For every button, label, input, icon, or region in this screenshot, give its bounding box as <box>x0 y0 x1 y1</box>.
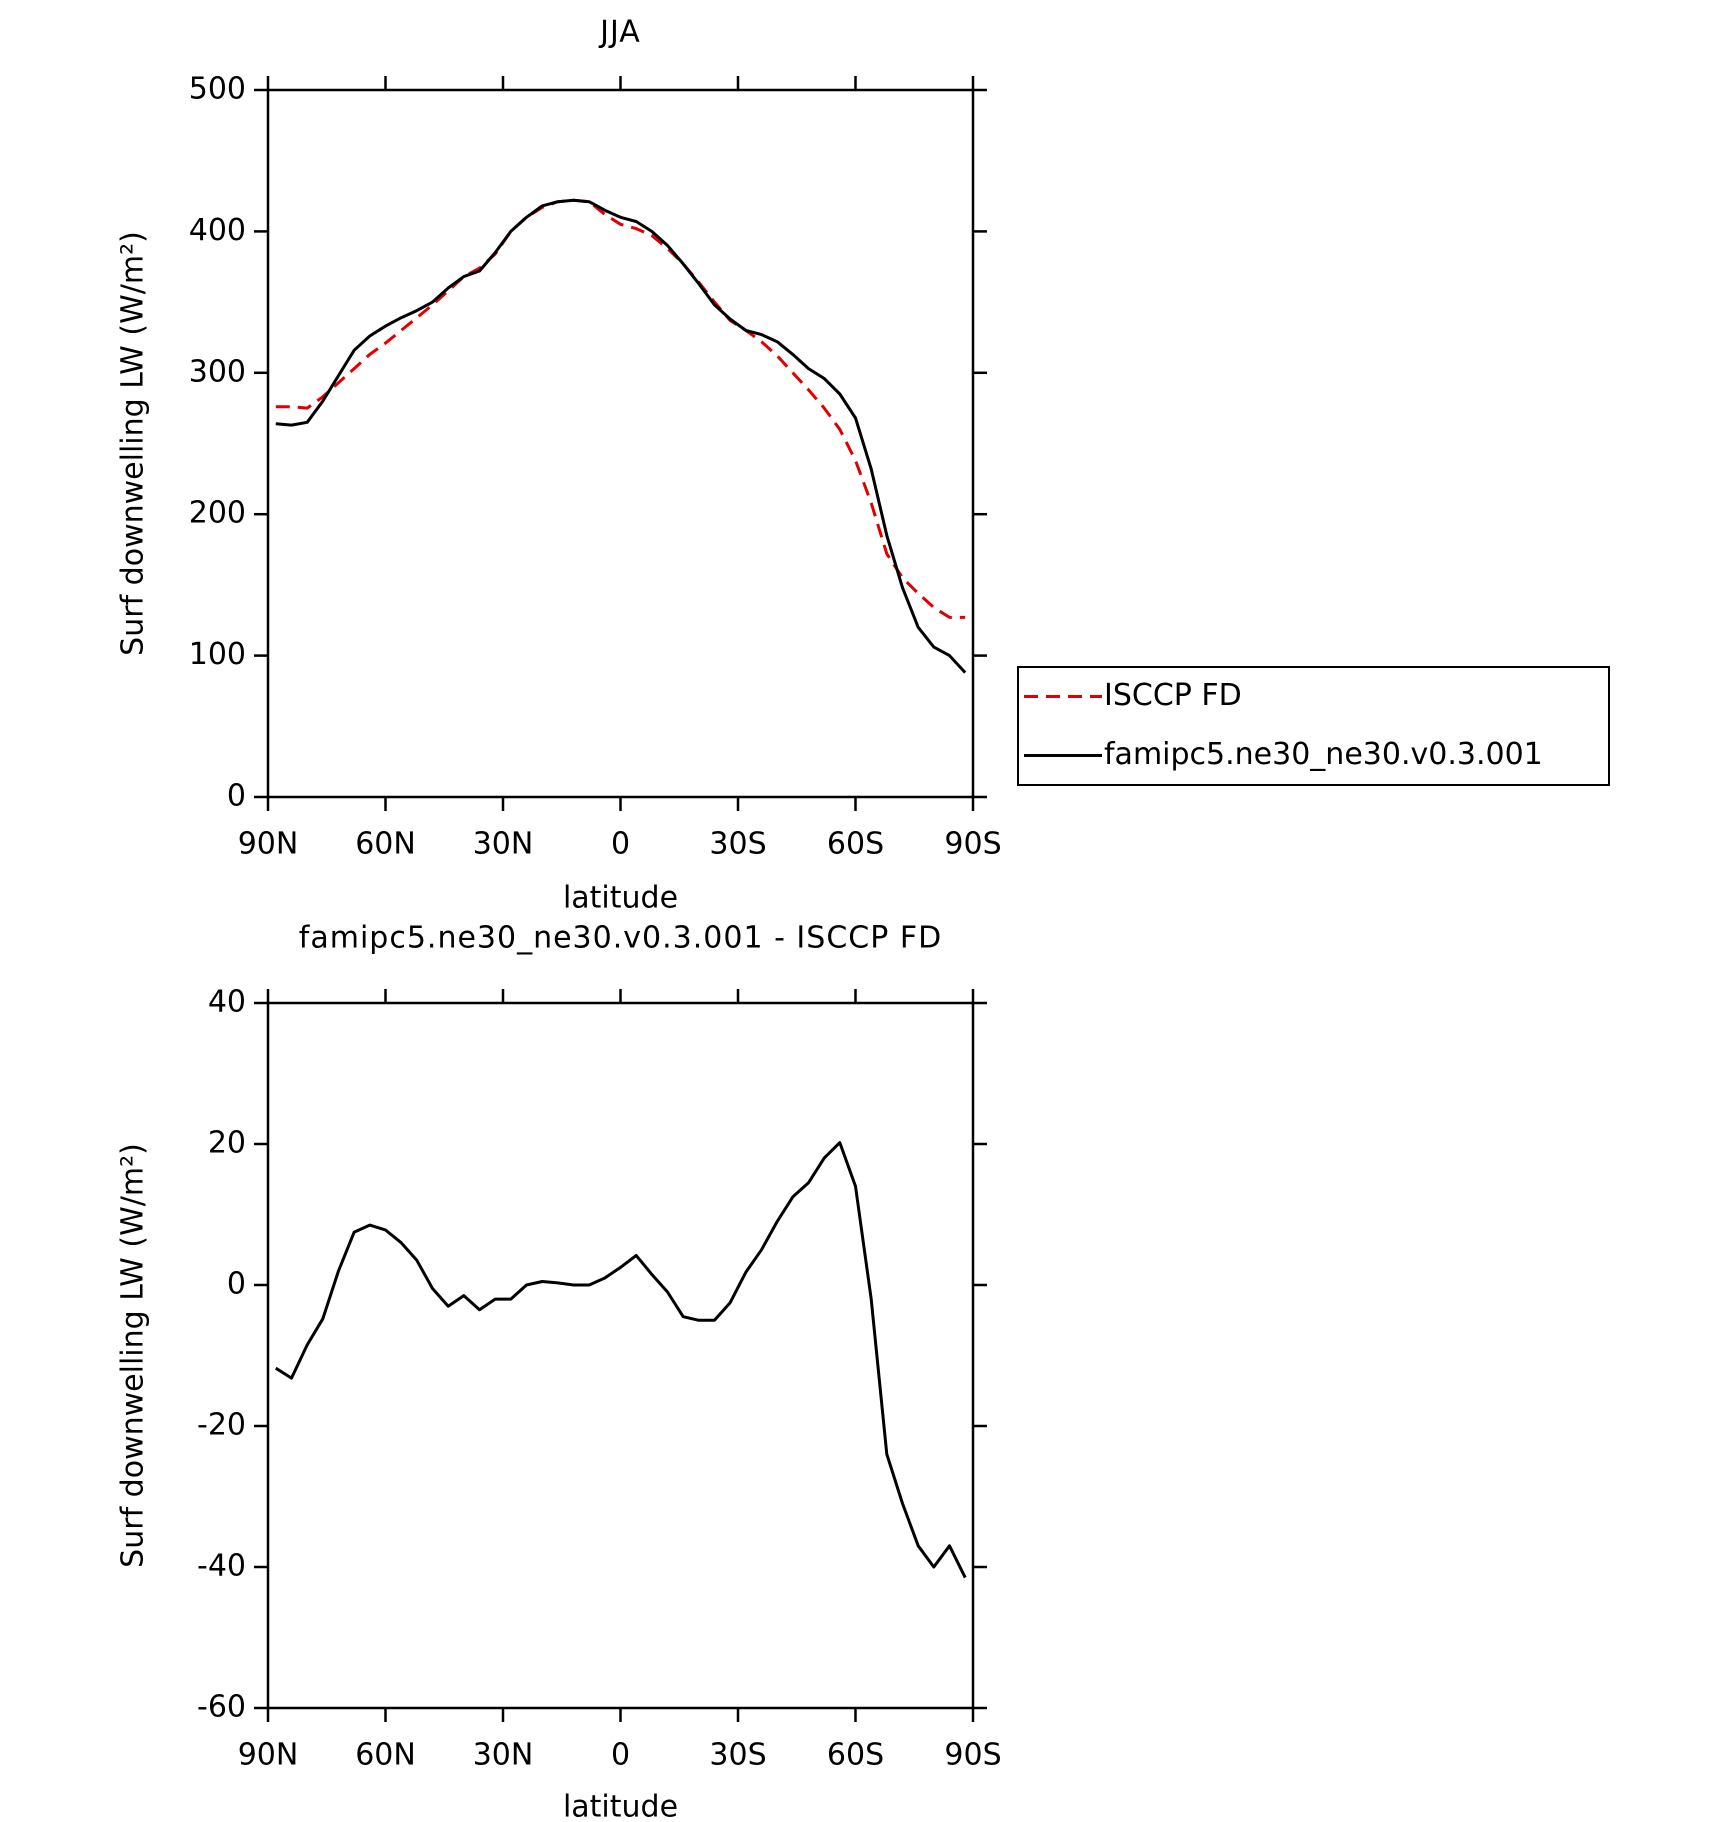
y-tick-label: -20 <box>197 1408 246 1443</box>
plot-frame <box>266 1001 975 1710</box>
legend: ISCCP FD famipc5.ne30_ne30.v0.3.001 <box>1017 666 1610 786</box>
x-tick-label: 90N <box>238 827 299 862</box>
x-axis-label: latitude <box>563 1790 678 1822</box>
y-tick-label: 0 <box>227 1267 246 1302</box>
x-tick-label: 0 <box>611 827 630 862</box>
legend-label: famipc5.ne30_ne30.v0.3.001 <box>1104 737 1543 772</box>
plot-frame <box>266 88 975 799</box>
x-axis-label: latitude <box>563 881 678 916</box>
y-tick-label: 40 <box>208 985 246 1020</box>
y-tick-label: -60 <box>197 1690 246 1725</box>
x-tick-label: 90S <box>944 827 1001 862</box>
x-tick-label: 30S <box>709 1738 766 1773</box>
y-tick-label: 20 <box>208 1126 246 1161</box>
data-line <box>275 198 966 619</box>
x-tick-label: 60N <box>355 827 416 862</box>
legend-box <box>1017 666 1610 786</box>
chart-title: famipc5.ne30_ne30.v0.3.001 - ISCCP FD <box>299 921 942 956</box>
x-tick-label: 30N <box>473 1738 534 1773</box>
y-tick-label: 400 <box>189 213 246 248</box>
data-line <box>275 198 967 674</box>
x-tick-label: 0 <box>611 1738 630 1773</box>
x-tick-label: 90N <box>238 1738 299 1773</box>
y-tick-label: -40 <box>197 1549 246 1584</box>
y-tick-label: 0 <box>227 779 246 814</box>
y-tick-label: 300 <box>189 354 246 389</box>
x-tick-label: 30S <box>709 827 766 862</box>
x-tick-label: 30N <box>473 827 534 862</box>
x-tick-label: 60S <box>827 1738 884 1773</box>
y-axis-label: Surf downwelling LW (W/m²) <box>116 1143 151 1568</box>
x-tick-label: 60S <box>827 827 884 862</box>
data-line <box>274 1141 967 1579</box>
legend-label: ISCCP FD <box>1104 678 1242 713</box>
y-tick-label: 100 <box>189 637 246 672</box>
x-tick-label: 90S <box>944 1738 1001 1773</box>
y-axis-label: Surf downwelling LW (W/m²) <box>116 231 151 656</box>
y-tick-label: 200 <box>189 496 246 531</box>
y-tick-label: 500 <box>189 72 246 107</box>
x-tick-label: 60N <box>355 1738 416 1773</box>
chart-title: JJA <box>598 15 641 50</box>
